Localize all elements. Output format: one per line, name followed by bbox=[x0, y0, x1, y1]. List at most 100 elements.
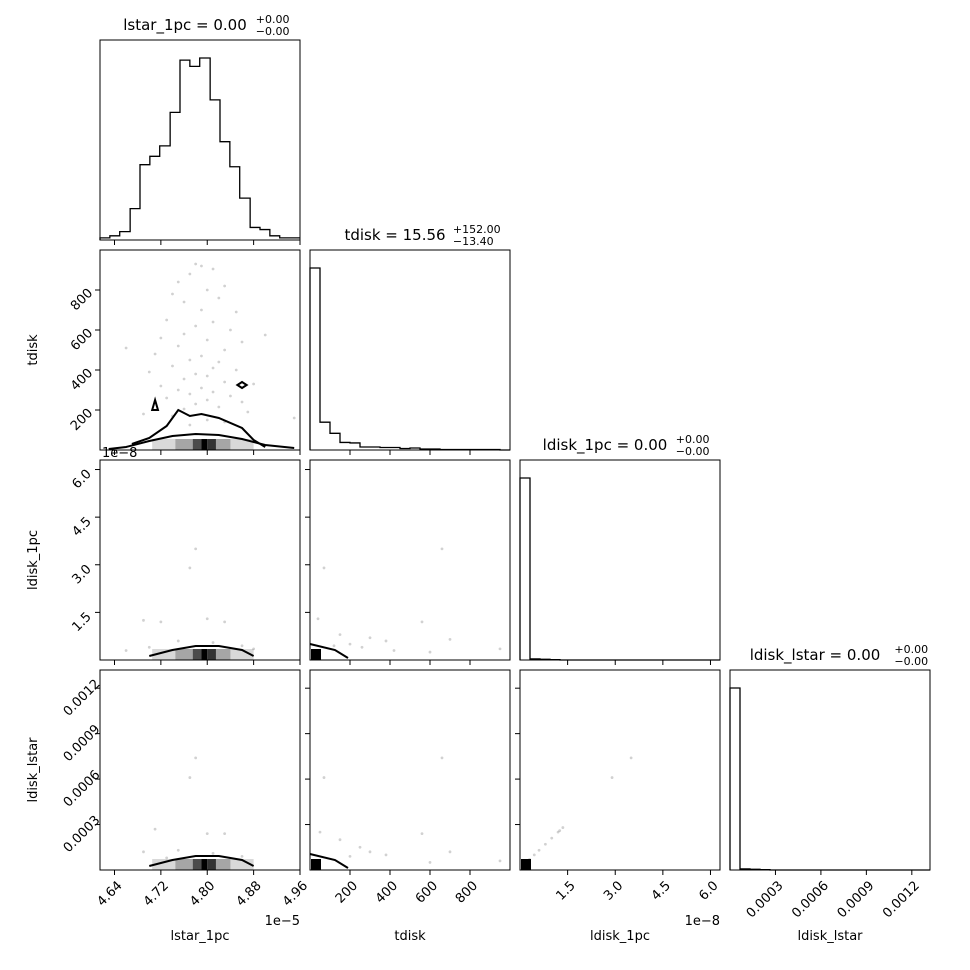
sample-point bbox=[229, 328, 232, 332]
x-tick-label: 200 bbox=[333, 878, 361, 906]
sample-point bbox=[205, 398, 209, 402]
sample-point bbox=[332, 644, 336, 648]
density-cell bbox=[521, 859, 531, 870]
sample-point bbox=[629, 756, 633, 760]
sample-point bbox=[205, 374, 209, 378]
sample-point bbox=[176, 280, 180, 284]
panel-frame bbox=[99, 669, 301, 871]
hist-panel-ldisk_lstar: ldisk_lstar = 0.00 +0.00−0.00 bbox=[729, 643, 931, 871]
density-cell bbox=[311, 649, 321, 660]
x-tick-label: 4.96 bbox=[280, 878, 311, 909]
panel-frame bbox=[729, 669, 931, 871]
contour-island bbox=[235, 380, 249, 390]
y-tick-label: 1.5 bbox=[69, 610, 94, 635]
contour-outer bbox=[149, 645, 255, 657]
sample-point bbox=[200, 308, 203, 312]
contour-inner bbox=[131, 408, 266, 448]
sample-point bbox=[217, 360, 221, 364]
sample-point bbox=[147, 370, 151, 374]
panel-frame bbox=[309, 669, 511, 871]
x-tick-label: 0.0012 bbox=[880, 878, 923, 921]
sample-point bbox=[176, 848, 180, 852]
x-tick-label: 800 bbox=[453, 878, 481, 906]
panel-tdisk-vs-ldisk_lstar bbox=[309, 669, 511, 871]
contour-island bbox=[150, 396, 160, 411]
density-cell bbox=[215, 859, 231, 870]
sample-point bbox=[550, 836, 554, 840]
y-axis-label-ldisk_1pc: ldisk_1pc bbox=[26, 530, 41, 590]
y-tick-label: 800 bbox=[68, 286, 96, 314]
density-cell bbox=[207, 439, 216, 450]
sample-point bbox=[240, 644, 244, 648]
x-axis-label-tdisk: tdisk bbox=[394, 929, 426, 944]
histogram-lstar_1pc bbox=[99, 57, 300, 240]
x-tick-label: 0.0006 bbox=[789, 878, 832, 921]
density-cell bbox=[215, 439, 231, 450]
panel-lstar_1pc-vs-ldisk_lstar bbox=[99, 669, 301, 871]
sample-point bbox=[358, 845, 362, 849]
sample-point bbox=[200, 264, 203, 268]
sample-point bbox=[182, 407, 186, 411]
sample-point bbox=[532, 853, 536, 857]
x-tick-label: 3.0 bbox=[601, 878, 626, 903]
title-upper-ldisk_lstar: +0.00 bbox=[894, 643, 928, 656]
title-upper-ldisk_1pc: +0.00 bbox=[676, 433, 710, 446]
sample-point bbox=[252, 382, 256, 386]
y-tick-label: 0.0009 bbox=[61, 722, 104, 765]
sample-point bbox=[558, 829, 562, 833]
sample-point bbox=[182, 377, 186, 381]
sample-point bbox=[448, 637, 452, 641]
sample-point bbox=[142, 618, 145, 622]
sample-point bbox=[610, 776, 614, 779]
sample-point bbox=[240, 340, 244, 344]
sample-point bbox=[176, 388, 180, 392]
sample-point bbox=[153, 827, 157, 831]
sample-point bbox=[263, 333, 267, 337]
sample-point bbox=[252, 647, 256, 651]
sample-point bbox=[440, 756, 444, 760]
sample-point bbox=[217, 296, 221, 300]
y-tick-label: 0.0006 bbox=[61, 768, 104, 811]
title-ldisk_lstar: ldisk_lstar = 0.00 bbox=[750, 646, 881, 665]
sample-point bbox=[368, 636, 372, 640]
density-cell bbox=[230, 439, 254, 450]
x-tick-label: 600 bbox=[413, 878, 441, 906]
sample-point bbox=[338, 838, 342, 842]
panel-lstar_1pc-vs-ldisk_1pc bbox=[99, 459, 301, 661]
title-upper-tdisk: +152.00 bbox=[453, 223, 501, 236]
histogram-ldisk_lstar bbox=[729, 687, 930, 871]
density-cell bbox=[201, 649, 208, 660]
sample-point bbox=[223, 348, 227, 352]
sample-point bbox=[428, 861, 432, 864]
sample-point bbox=[194, 324, 198, 328]
density-cell bbox=[175, 649, 193, 660]
y-axis-label-ldisk_lstar: ldisk_lstar bbox=[26, 737, 41, 803]
sample-point bbox=[384, 853, 388, 857]
x-tick-label: 4.5 bbox=[649, 878, 674, 903]
density-cell bbox=[175, 439, 193, 450]
sample-point bbox=[205, 832, 209, 836]
sample-point bbox=[205, 288, 209, 292]
x-axis-label-ldisk_lstar: ldisk_lstar bbox=[797, 929, 863, 944]
sample-point bbox=[368, 850, 372, 854]
x-tick-label: 4.64 bbox=[94, 878, 125, 909]
sample-point bbox=[182, 300, 186, 304]
sample-point bbox=[165, 856, 169, 860]
sample-point bbox=[159, 620, 163, 624]
sample-point bbox=[211, 267, 215, 271]
y-tick-label: 600 bbox=[68, 326, 96, 354]
density-cell bbox=[207, 649, 216, 660]
sample-point bbox=[420, 832, 424, 836]
sample-point bbox=[165, 318, 169, 322]
title-ldisk_1pc: ldisk_1pc = 0.00 bbox=[543, 436, 668, 455]
sample-point bbox=[537, 848, 541, 852]
sample-point bbox=[124, 649, 128, 652]
sample-point bbox=[194, 372, 198, 376]
title-lower-lstar_1pc: −0.00 bbox=[256, 25, 290, 38]
sample-point bbox=[223, 620, 227, 624]
sample-point bbox=[147, 645, 151, 649]
sample-point bbox=[188, 272, 192, 276]
y-tick-label: 400 bbox=[68, 366, 96, 394]
sample-point bbox=[171, 364, 174, 368]
